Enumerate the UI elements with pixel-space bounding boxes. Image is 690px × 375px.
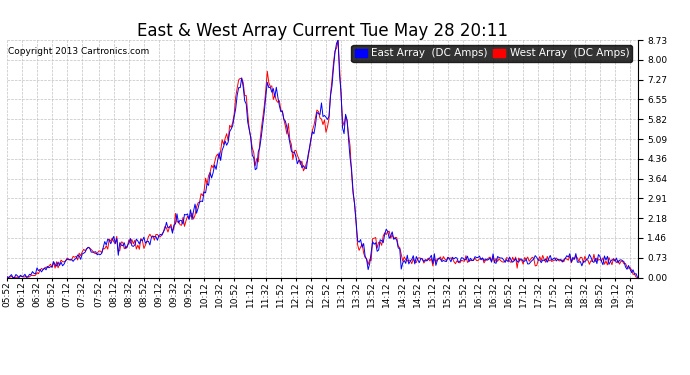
Legend: East Array  (DC Amps), West Array  (DC Amps): East Array (DC Amps), West Array (DC Amp… bbox=[351, 45, 632, 62]
Title: East & West Array Current Tue May 28 20:11: East & West Array Current Tue May 28 20:… bbox=[137, 22, 508, 40]
Text: Copyright 2013 Cartronics.com: Copyright 2013 Cartronics.com bbox=[8, 47, 150, 56]
